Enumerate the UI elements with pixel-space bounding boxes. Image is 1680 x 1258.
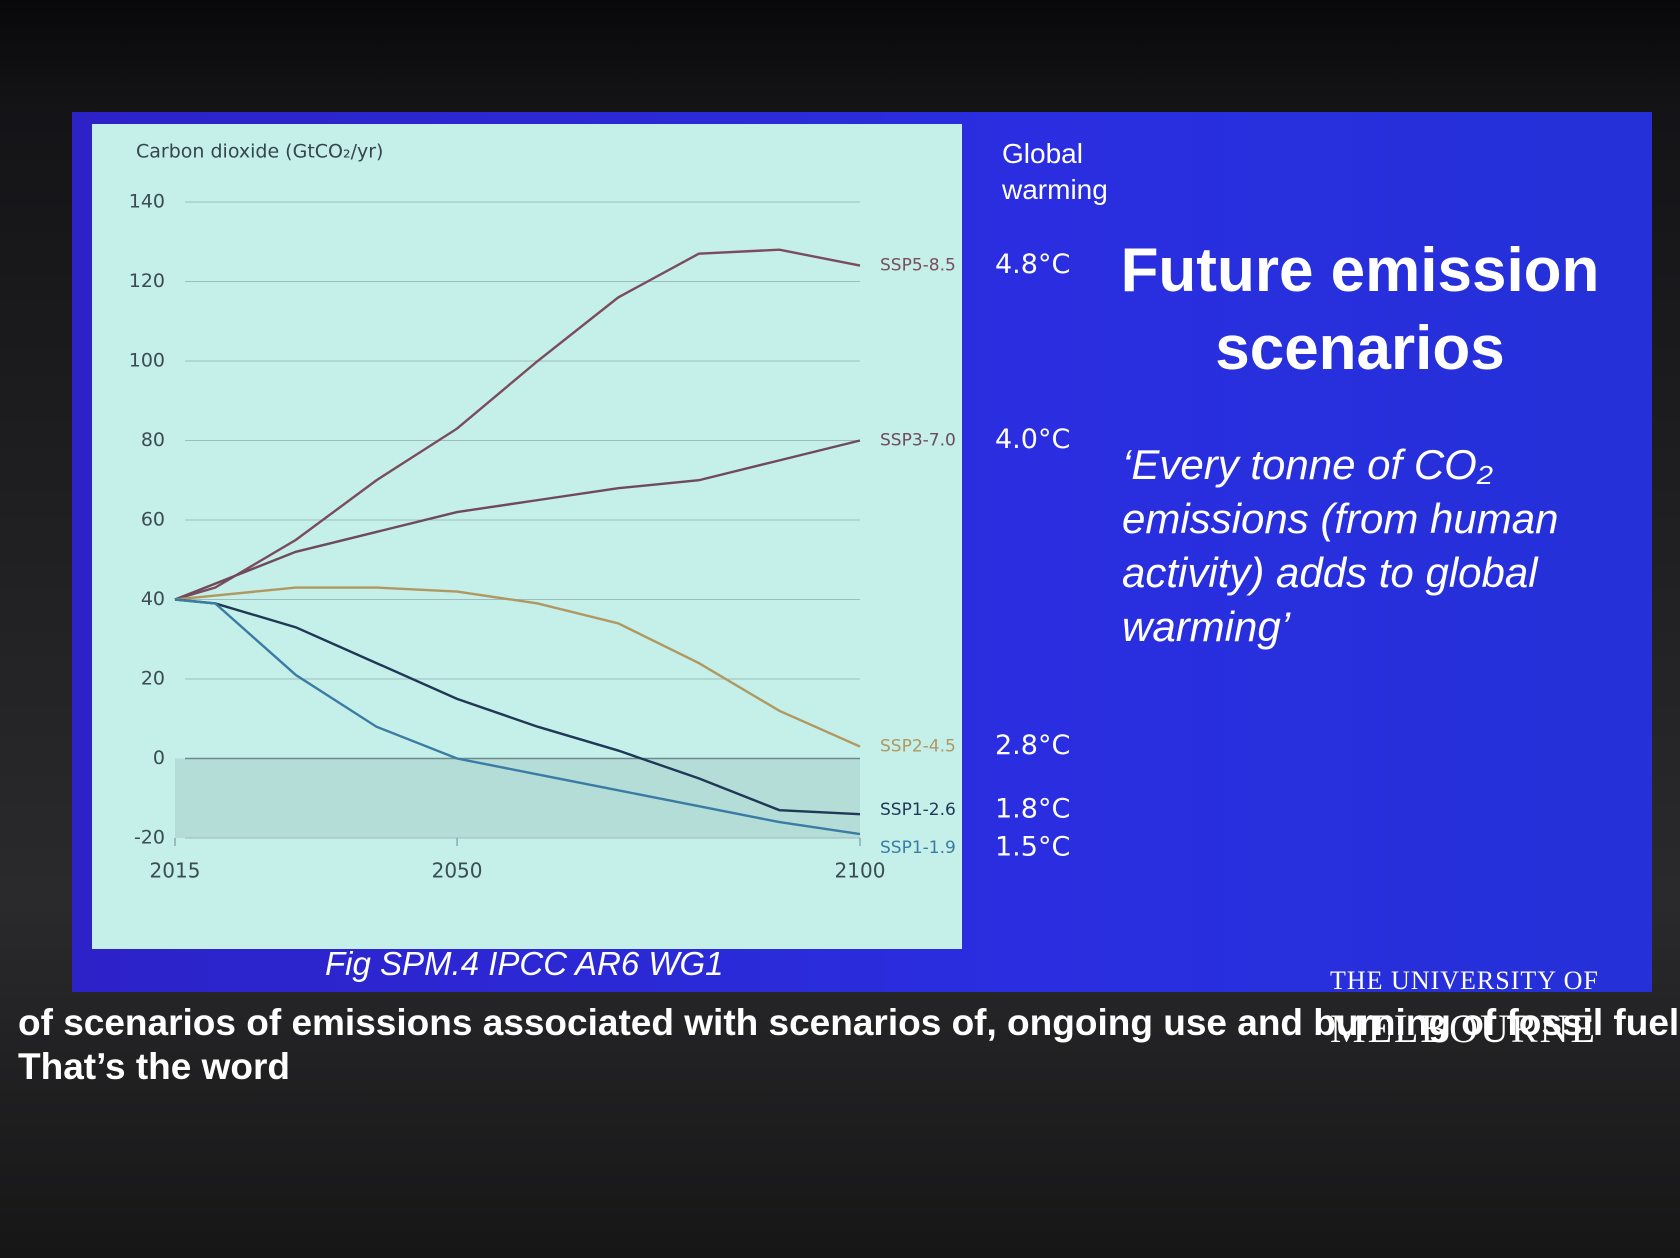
warming-header: Global warming [1002,138,1108,205]
slide-title: Future emission scenarios [1120,236,1600,383]
x-tick-label: 2015 [150,859,201,883]
warming-label: 2.8°C [995,730,1070,761]
series-line [174,248,861,601]
series-label: SSP1-1.9 [880,838,956,858]
logo-line-2: MELBOURNE [1330,1006,1597,1051]
series-line [174,598,861,816]
series-label: SSP2-4.5 [880,737,956,757]
logo-line-1: THE UNIVERSITY OF [1330,966,1599,995]
series-line [174,586,861,748]
series-line [174,439,861,601]
warming-label: 4.0°C [995,424,1070,455]
series-label: SSP5-8.5 [880,256,956,276]
quote: ‘Every tonne of CO₂ emissions (from huma… [1122,441,1559,650]
subtitle-line-2: That’s the word [18,1046,291,1087]
figure-caption: Fig SPM.4 IPCC AR6 WG1 [325,945,724,982]
subtitle-line-1: of scenarios of emissions associated wit… [18,1002,1680,1043]
y-tick-label: 40 [141,588,165,610]
y-tick-label: 80 [141,429,165,451]
warming-label: 4.8°C [995,249,1070,280]
series-label: SSP1-2.6 [880,800,956,820]
y-tick-label: 20 [141,668,165,690]
y-tick-label: -20 [134,827,165,849]
y-tick-label: 60 [141,509,165,531]
x-tick-label: 2050 [432,859,483,883]
warming-label: 1.8°C [995,794,1070,825]
series-label: SSP3-7.0 [880,431,956,451]
y-tick-label: 100 [129,350,165,372]
series-line [174,598,861,836]
x-tick-label: 2100 [835,859,886,883]
negative-region [175,758,860,838]
y-axis-label: Carbon dioxide (GtCO₂/yr) [136,141,383,163]
y-tick-label: 120 [129,270,165,292]
y-tick-label: 140 [129,191,165,213]
y-tick-label: 0 [153,747,165,769]
warming-label: 1.5°C [995,832,1070,863]
